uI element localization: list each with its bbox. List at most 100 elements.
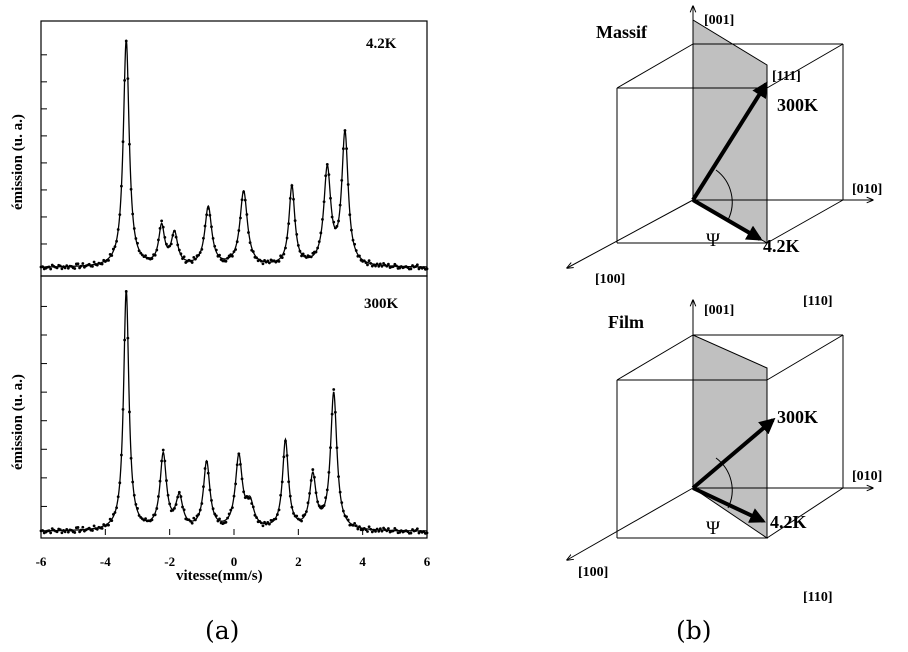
- data-point: [60, 267, 64, 271]
- data-point: [292, 197, 295, 201]
- data-point: [87, 526, 91, 530]
- data-point: [107, 259, 110, 262]
- data-point: [55, 266, 59, 270]
- data-point: [107, 523, 110, 527]
- data-point: [131, 212, 135, 216]
- label-110: [110]: [803, 294, 833, 309]
- label-010: [010]: [852, 469, 882, 484]
- diagram-title: Massif: [596, 22, 648, 42]
- data-point: [285, 236, 289, 240]
- data-point: [341, 509, 345, 513]
- data-point: [165, 479, 168, 482]
- data-point: [91, 529, 94, 532]
- y-ticks: [41, 54, 47, 245]
- data-point: [205, 460, 209, 464]
- data-point: [121, 407, 125, 411]
- data-point: [322, 504, 326, 507]
- data-point: [380, 529, 384, 533]
- y-axis-label: émission (u. a.): [10, 114, 26, 210]
- data-point: [304, 510, 308, 513]
- data-point: [274, 517, 278, 521]
- data-point: [157, 495, 160, 498]
- angle-arc: [715, 457, 733, 509]
- data-point: [79, 264, 83, 268]
- data-point: [214, 514, 218, 518]
- data-point: [327, 173, 331, 177]
- data-point: [235, 463, 239, 467]
- data-point: [218, 253, 221, 257]
- data-point: [49, 267, 53, 271]
- data-point: [387, 262, 390, 266]
- data-point: [124, 290, 128, 293]
- data-point: [110, 254, 114, 257]
- data-point: [218, 517, 221, 521]
- data-point: [239, 216, 242, 220]
- data-point: [325, 488, 329, 492]
- data-point: [232, 250, 236, 253]
- x-axis-label: vitesse(mm/s): [176, 568, 263, 584]
- data-point: [409, 267, 413, 271]
- data-point: [335, 224, 339, 228]
- data-point: [321, 217, 324, 221]
- data-point: [288, 494, 292, 498]
- data-point: [330, 215, 334, 219]
- data-point: [224, 259, 228, 263]
- data-point: [160, 219, 164, 223]
- spectra-panel: 4.2K -6 -4 -2 0 2 4 6 300K émission (u. a.) ém…: [10, 20, 431, 584]
- x-tick-label: -2: [164, 554, 175, 569]
- data-point: [173, 229, 176, 233]
- data-point: [66, 530, 70, 534]
- data-point: [362, 259, 366, 263]
- data-point: [161, 225, 165, 229]
- data-point: [316, 246, 320, 250]
- data-point: [253, 513, 257, 517]
- data-point: [95, 527, 99, 531]
- data-point: [329, 196, 332, 200]
- data-point: [177, 490, 181, 494]
- diagram-title: Film: [608, 312, 644, 332]
- data-point: [282, 455, 286, 459]
- data-point: [364, 261, 368, 265]
- data-point: [374, 529, 377, 533]
- data-point: [288, 196, 292, 200]
- data-point: [380, 264, 384, 268]
- data-point: [284, 439, 287, 443]
- data-point: [348, 213, 352, 217]
- caption-b: (b): [676, 616, 712, 645]
- data-point: [65, 264, 69, 268]
- data-point: [63, 530, 67, 534]
- data-point: [422, 530, 426, 533]
- data-point: [425, 267, 429, 271]
- data-point: [176, 243, 180, 247]
- data-point: [123, 78, 127, 82]
- data-point: [276, 513, 279, 516]
- data-point: [174, 503, 178, 506]
- moment-arrow-300k: [691, 81, 768, 202]
- data-point: [115, 239, 118, 243]
- data-point: [41, 529, 45, 532]
- x-tick-label: 6: [424, 554, 431, 569]
- data-point: [216, 519, 220, 523]
- data-point: [378, 527, 382, 531]
- data-point: [92, 260, 96, 264]
- data-point: [115, 506, 118, 510]
- data-point: [157, 238, 160, 242]
- data-point: [47, 529, 51, 533]
- data-point: [129, 456, 133, 460]
- data-point: [131, 480, 135, 484]
- data-point: [237, 452, 241, 456]
- data-point: [197, 512, 201, 516]
- data-point: [92, 524, 96, 528]
- data-point: [415, 527, 419, 531]
- data-point: [247, 231, 250, 234]
- data-point: [351, 523, 355, 527]
- data-point: [66, 266, 70, 270]
- massif-diagram: Massif [001] [111] 300K [010] Ψ 4.2K [10…: [567, 6, 882, 309]
- data-point: [240, 198, 244, 202]
- data-point: [263, 258, 266, 262]
- data-point: [387, 527, 390, 530]
- label-4-2k: 4.2K: [763, 236, 800, 256]
- data-point: [333, 410, 337, 414]
- data-point: [76, 262, 80, 266]
- data-point: [239, 462, 242, 466]
